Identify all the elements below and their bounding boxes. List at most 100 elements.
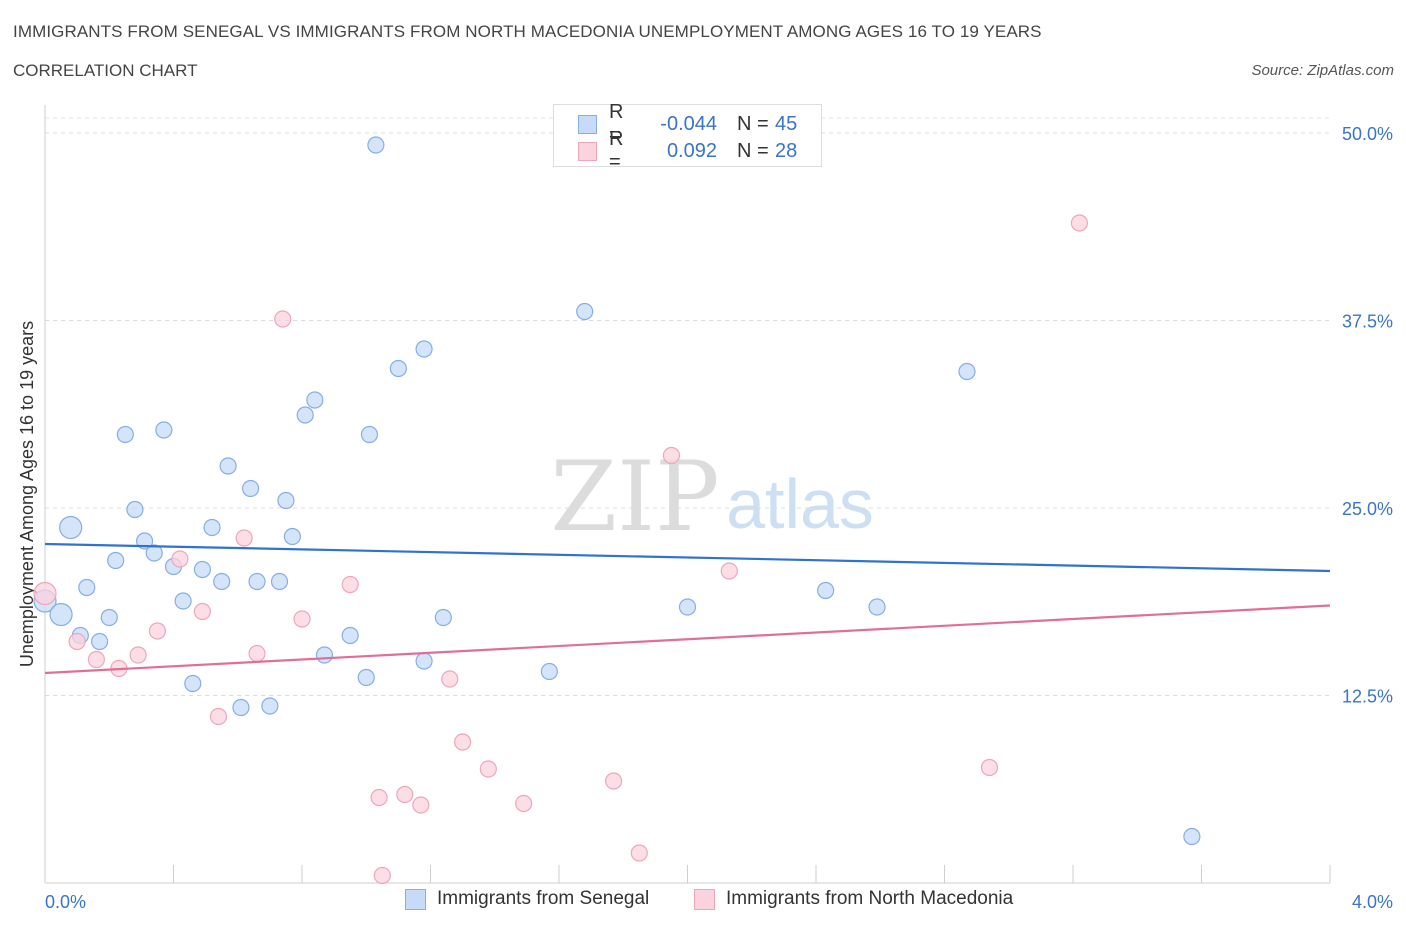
series-legend: Immigrants from Senegal Immigrants from … — [0, 888, 1406, 916]
y-tick-label: 12.5% — [1342, 687, 1393, 707]
data-point — [270, 572, 289, 591]
data-point — [479, 760, 497, 778]
data-point — [116, 425, 134, 444]
source-label: Source: ZipAtlas.com — [1251, 62, 1394, 79]
data-point — [341, 575, 359, 594]
legend-swatch-blue — [405, 888, 426, 910]
data-point — [184, 674, 202, 693]
data-point — [283, 527, 301, 546]
r-value: -0.044 — [660, 112, 717, 135]
legend-item-north-macedonia[interactable]: Immigrants from North Macedonia — [694, 888, 1013, 910]
data-point — [107, 551, 125, 570]
data-point — [515, 794, 533, 813]
data-point — [274, 310, 292, 328]
data-point — [174, 592, 192, 610]
data-point — [630, 844, 648, 862]
data-point — [293, 610, 311, 628]
legend-swatch-pink — [578, 141, 597, 161]
data-point — [209, 707, 228, 726]
data-point — [434, 608, 452, 627]
data-point — [145, 544, 163, 562]
data-point — [155, 421, 173, 439]
legend-item-senegal[interactable]: Immigrants from Senegal — [405, 888, 649, 910]
data-point — [980, 758, 999, 777]
x-tick-label: 4.0% — [1352, 892, 1393, 912]
data-point — [315, 646, 334, 664]
data-point — [203, 518, 221, 537]
data-point — [129, 646, 147, 664]
watermark-atlas: atlas — [726, 465, 874, 543]
n-value: 45 — [775, 112, 798, 135]
data-point — [242, 479, 260, 498]
data-point — [357, 668, 375, 687]
n-value: 28 — [775, 139, 798, 162]
data-point — [219, 457, 237, 475]
data-point — [441, 670, 459, 688]
data-point — [248, 644, 266, 663]
chart-subtitle: CORRELATION CHART — [13, 61, 198, 80]
data-point — [576, 302, 594, 321]
data-point — [33, 581, 57, 606]
r-label: R = — [609, 128, 624, 173]
n-label: N = — [737, 139, 769, 162]
data-point — [389, 359, 407, 378]
data-point — [87, 650, 106, 669]
data-point — [367, 136, 385, 154]
data-point — [415, 340, 433, 358]
data-point — [261, 697, 279, 715]
data-point — [1183, 827, 1201, 846]
y-tick-label: 37.5% — [1342, 312, 1393, 332]
data-point — [148, 622, 167, 640]
data-point — [171, 550, 189, 568]
legend-swatch-pink — [694, 888, 715, 910]
data-point — [412, 796, 430, 814]
data-point — [662, 446, 681, 465]
legend-row-north-macedonia: R = 0.092 N = 28 — [578, 128, 798, 173]
data-point — [341, 626, 359, 645]
data-point — [296, 406, 314, 424]
trend-line-pink — [44, 604, 1331, 675]
data-point — [415, 652, 433, 670]
x-tick-label: 0.0% — [45, 892, 86, 912]
data-point — [605, 772, 623, 790]
data-point — [540, 662, 558, 681]
data-point — [306, 391, 324, 409]
data-point — [1070, 214, 1089, 232]
legend-label-senegal: Immigrants from Senegal — [437, 888, 650, 909]
y-tick-label: 50.0% — [1342, 124, 1393, 144]
chart-title: IMMIGRANTS FROM SENEGAL VS IMMIGRANTS FR… — [13, 22, 1042, 41]
data-point — [232, 698, 250, 717]
data-point — [817, 581, 835, 600]
data-point — [100, 608, 118, 627]
series-pink — [33, 214, 1089, 885]
data-point — [370, 788, 388, 807]
data-point — [193, 602, 212, 621]
r-label: R = — [609, 101, 624, 146]
legend-row-senegal: R = -0.044 N = 45 — [578, 101, 798, 146]
data-point — [235, 529, 253, 547]
data-point — [720, 562, 738, 580]
data-point — [213, 572, 231, 591]
data-point — [78, 578, 96, 597]
data-point — [396, 785, 414, 804]
data-point — [360, 425, 379, 444]
trend-line-blue — [44, 542, 1331, 573]
data-point — [868, 598, 886, 616]
data-point — [277, 491, 295, 510]
watermark-zip: ZIP — [550, 441, 719, 553]
data-point — [373, 866, 391, 885]
data-point — [958, 362, 976, 381]
data-point — [59, 515, 83, 540]
data-point — [68, 632, 86, 651]
data-point — [91, 632, 109, 651]
legend-swatch-blue — [578, 114, 597, 134]
y-tick-label: 25.0% — [1342, 499, 1393, 519]
data-point — [126, 500, 144, 519]
y-axis-label: Unemployment Among Ages 16 to 19 years — [17, 321, 37, 667]
data-point — [678, 598, 697, 616]
data-point — [49, 602, 73, 627]
data-point — [248, 572, 266, 591]
correlation-legend: R = -0.044 N = 45 R = 0.092 N = 28 — [553, 101, 822, 173]
data-point — [193, 560, 212, 579]
data-point — [454, 733, 472, 751]
